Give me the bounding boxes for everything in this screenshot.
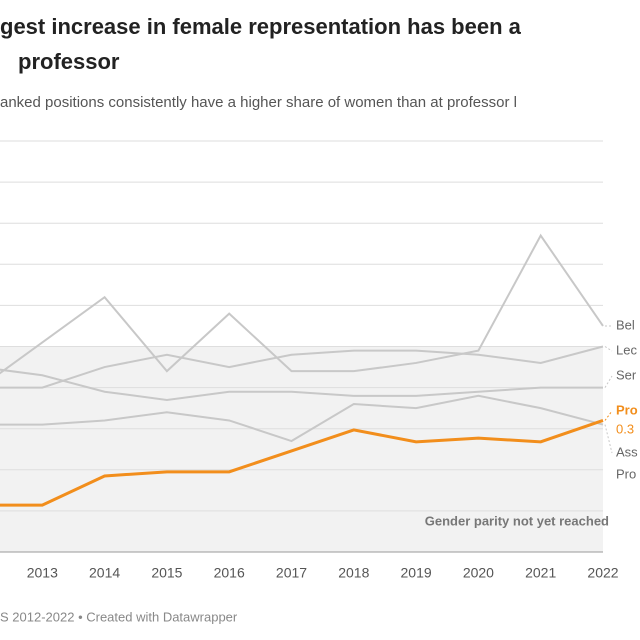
series-label: Ass xyxy=(616,444,638,459)
label-leader xyxy=(604,375,613,388)
x-tick-label: 2016 xyxy=(214,565,245,581)
x-tick-label: 2018 xyxy=(338,565,369,581)
series-line xyxy=(0,233,604,375)
x-tick-label: 2015 xyxy=(151,565,182,581)
series-label: Ser xyxy=(616,367,637,382)
chart-title: gest increase in female representation h… xyxy=(0,14,522,39)
parity-shade xyxy=(0,346,603,552)
x-tick-label: 2019 xyxy=(401,565,432,581)
label-leader xyxy=(604,346,613,352)
value-label: 0.3 xyxy=(616,421,634,436)
x-tick-label: 2014 xyxy=(89,565,120,581)
series-line xyxy=(0,368,603,401)
series-line xyxy=(0,345,604,389)
series-label: Pro xyxy=(616,466,636,481)
label-leader xyxy=(604,410,613,421)
x-tick-label: 2017 xyxy=(276,565,307,581)
series-label: Bel xyxy=(616,317,635,332)
annotation: Gender parity not yet reached xyxy=(425,513,609,528)
chart-title: professor xyxy=(18,49,120,74)
x-tick-label: 2022 xyxy=(587,565,618,581)
series-line xyxy=(0,394,604,443)
label-leader xyxy=(604,424,613,454)
x-tick-label: 2021 xyxy=(525,565,556,581)
x-tick-label: 2013 xyxy=(27,565,58,581)
series-line xyxy=(0,419,604,507)
x-tick-label: 2020 xyxy=(463,565,494,581)
source-note: S 2012-2022 • Created with Datawrapper xyxy=(0,609,238,624)
chart-subtitle: anked positions consistently have a high… xyxy=(0,94,517,111)
series-label: Pro xyxy=(616,402,638,417)
series-label: Lec xyxy=(616,342,637,357)
